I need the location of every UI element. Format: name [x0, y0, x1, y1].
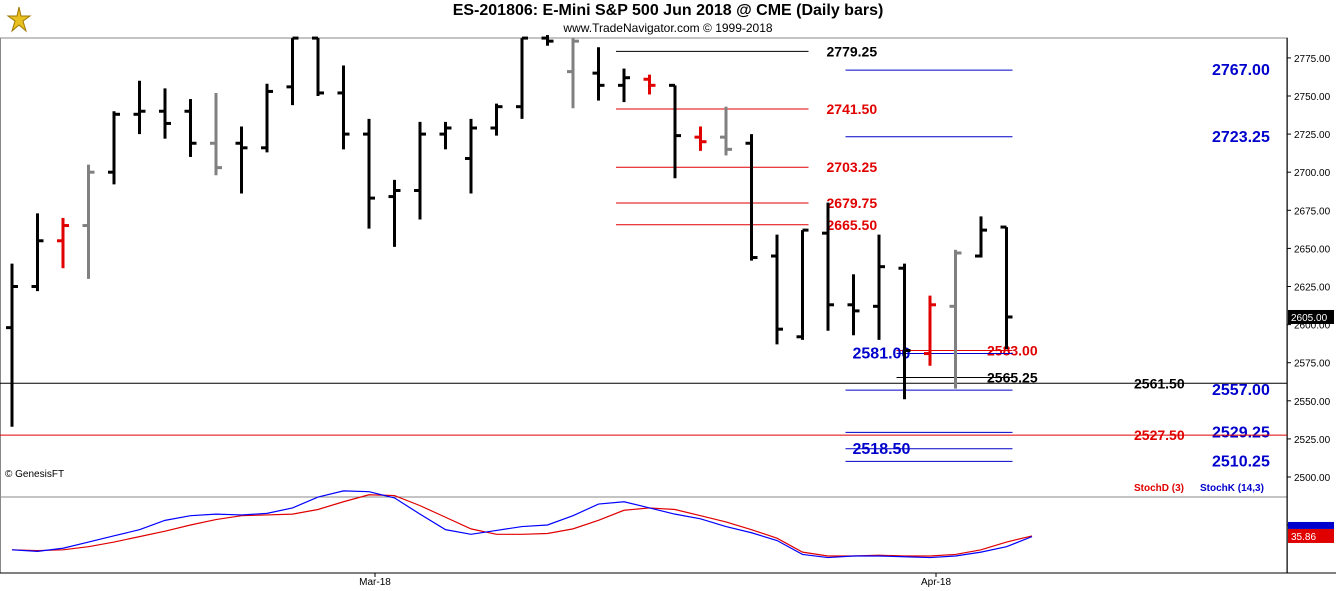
chart-subtitle: www.TradeNavigator.com © 1999-2018 [563, 21, 773, 35]
ohlc-bar [6, 263, 18, 427]
level-label: 2527.50 [1134, 427, 1185, 443]
ohlc-bar [337, 65, 350, 150]
ohlc-bar [184, 99, 197, 157]
ohlc-bar [847, 274, 860, 336]
last-price-box [1288, 309, 1334, 324]
level-label: 2565.25 [987, 370, 1038, 386]
stoch-d-legend: StochD (3) [1134, 483, 1184, 494]
level-label: 2679.75 [827, 195, 878, 211]
y-tick-label: 2625.00 [1294, 283, 1331, 294]
plot-frame [0, 37, 1288, 574]
ohlc-bar [949, 249, 962, 389]
ohlc-bar [210, 92, 222, 176]
osc-last-label: 35.86 [1291, 532, 1316, 543]
genesis-logo-icon [4, 4, 34, 34]
x-tick-label: Apr-18 [921, 577, 951, 588]
level-label: 2665.50 [827, 217, 878, 233]
x-tick-label: Mar-18 [359, 577, 391, 588]
level-label: 2703.25 [827, 159, 878, 175]
stoch-k-line [11, 490, 1033, 559]
ohlc-bar [235, 126, 248, 194]
ohlc-bar [771, 234, 783, 345]
osc-last-box [1288, 528, 1334, 543]
ohlc-bar [159, 88, 171, 139]
level-label: 2741.50 [827, 101, 878, 117]
y-tick-label: 2600.00 [1294, 321, 1331, 332]
ohlc-bar [618, 68, 630, 103]
ohlc-bar [108, 111, 120, 185]
ohlc-bar [796, 228, 809, 340]
y-tick-label: 2750.00 [1294, 92, 1331, 103]
ohlc-bar [898, 263, 911, 400]
chart-title: ES-201806: E-Mini S&P 500 Jun 2018 @ CME… [452, 2, 884, 19]
y-tick-label: 2650.00 [1294, 244, 1331, 255]
y-tick-label: 2550.00 [1294, 397, 1331, 408]
ohlc-bar [541, 35, 554, 46]
ohlc-bar [643, 74, 656, 95]
level-label: 2723.25 [1212, 129, 1270, 146]
ohlc-bar [567, 38, 579, 109]
ohlc-bar [312, 36, 324, 96]
ohlc-bar [516, 36, 528, 119]
level-label: 2779.25 [827, 43, 878, 59]
ohlc-bar [31, 213, 44, 292]
level-label: 2557.00 [1212, 382, 1270, 399]
ohlc-bar [975, 216, 987, 258]
ohlc-bar [822, 202, 834, 331]
copyright-label: © GenesisFT [5, 469, 65, 480]
ohlc-bar [592, 47, 605, 101]
y-tick-label: 2525.00 [1294, 435, 1331, 446]
y-tick-label: 2775.00 [1294, 54, 1331, 65]
last-price-label: 2605.00 [1291, 313, 1328, 324]
y-tick-label: 2575.00 [1294, 359, 1331, 370]
ohlc-bar [363, 118, 375, 229]
ohlc-bar [490, 103, 503, 136]
level-label: 2561.50 [1134, 375, 1185, 391]
level-label: 2583.00 [987, 343, 1038, 359]
level-label: 2529.25 [1212, 424, 1270, 441]
ohlc-bar [694, 126, 707, 151]
y-tick-label: 2725.00 [1294, 130, 1331, 141]
ohlc-bar [873, 234, 885, 340]
y-tick-label: 2700.00 [1294, 168, 1331, 179]
ohlc-bar [465, 118, 477, 194]
ohlc-bar [388, 179, 401, 247]
y-tick-label: 2500.00 [1294, 473, 1331, 484]
ohlc-bar [82, 164, 95, 279]
level-label: 2767.00 [1212, 62, 1270, 79]
ohlc-bar [720, 106, 732, 156]
osc-k-marker [1288, 521, 1334, 529]
ohlc-bar [133, 80, 146, 135]
ohlc-bar [286, 36, 299, 106]
ohlc-bar [261, 83, 273, 153]
ohlc-bar [414, 121, 426, 220]
ohlc-bar [57, 217, 69, 269]
level-label: 2518.50 [853, 441, 911, 458]
stoch-k-legend: StochK (14,3) [1200, 483, 1264, 494]
ohlc-bar [924, 295, 936, 366]
level-label: 2581.00 [853, 346, 911, 363]
ohlc-bar [1000, 225, 1013, 349]
ohlc-bar [745, 134, 758, 261]
stoch-d-line [11, 494, 1033, 557]
ohlc-bar [669, 83, 681, 179]
y-tick-label: 2675.00 [1294, 206, 1331, 217]
ohlc-bar [439, 121, 452, 150]
level-label: 2510.25 [1212, 453, 1270, 470]
